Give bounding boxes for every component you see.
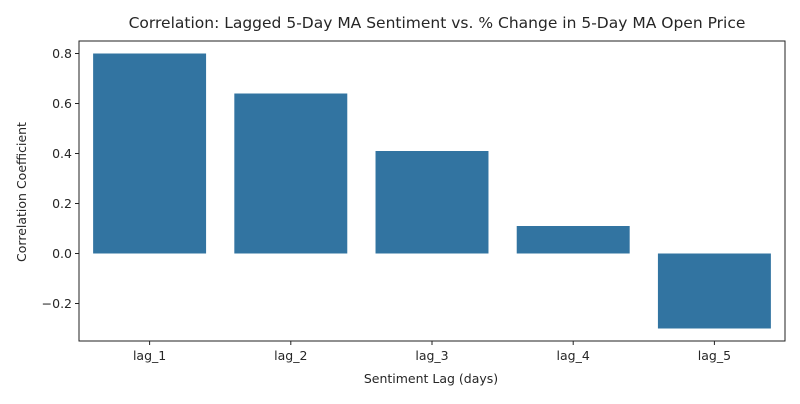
y-axis-label: Correlation Coefficient [14,122,29,262]
bar-lag_5 [657,253,771,329]
x-tick-label: lag_1 [133,348,166,363]
y-tick-label: 0.6 [52,96,72,111]
chart-title: Correlation: Lagged 5-Day MA Sentiment v… [129,14,746,32]
x-tick-label: lag_3 [415,348,448,363]
x-tick-label: lag_2 [274,348,307,363]
y-tick-label: 0.4 [52,146,72,161]
x-tick-label: lag_5 [698,348,731,363]
y-tick-label: 0.0 [52,246,72,261]
y-ticks: −0.2 0.0 0.2 0.4 0.6 0.8 [42,46,79,311]
x-tick-label: lag_4 [557,348,590,363]
bar-lag_2 [234,93,348,254]
bar-lag_1 [93,53,207,254]
y-tick-label: 0.8 [52,46,72,61]
bars-layer [93,53,771,329]
bar-lag_4 [516,226,630,254]
bar-lag_3 [375,151,489,254]
y-tick-label: −0.2 [42,296,72,311]
x-ticks: lag_1 lag_2 lag_3 lag_4 lag_5 [133,341,731,363]
x-axis-label: Sentiment Lag (days) [364,371,498,386]
y-tick-label: 0.2 [52,196,72,211]
